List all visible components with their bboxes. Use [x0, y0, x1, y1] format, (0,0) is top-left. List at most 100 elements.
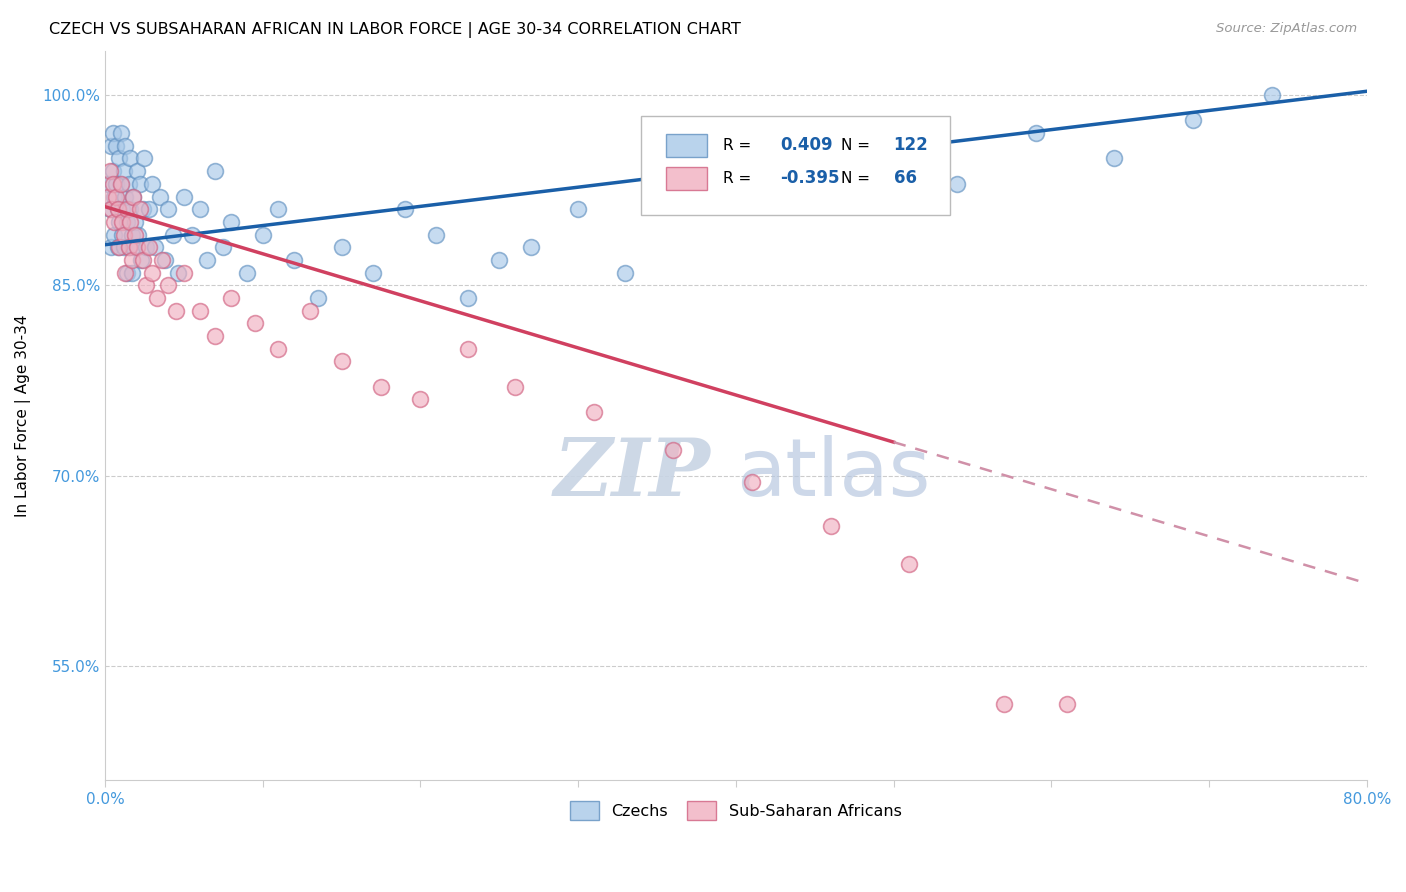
- Point: [98, 164, 121, 178]
- Point: [153, 252, 176, 267]
- Point: [180, 227, 202, 242]
- FancyBboxPatch shape: [666, 134, 707, 157]
- Point: [135, 278, 157, 293]
- Point: [503, 380, 526, 394]
- Point: [945, 177, 967, 191]
- Point: [122, 189, 145, 203]
- Point: [204, 164, 226, 178]
- Point: [173, 266, 195, 280]
- Point: [120, 202, 142, 217]
- Text: atlas: atlas: [735, 434, 931, 513]
- Point: [267, 202, 290, 217]
- Point: [520, 240, 543, 254]
- Point: [111, 227, 134, 242]
- Point: [188, 303, 211, 318]
- Point: [724, 189, 747, 203]
- Point: [662, 443, 685, 458]
- Point: [582, 405, 605, 419]
- Point: [120, 215, 142, 229]
- Point: [394, 202, 416, 217]
- Point: [149, 189, 172, 203]
- Point: [97, 189, 120, 203]
- Point: [188, 202, 211, 217]
- Point: [330, 240, 353, 254]
- Point: [219, 215, 242, 229]
- Point: [134, 152, 156, 166]
- Point: [1261, 88, 1284, 103]
- Point: [298, 303, 321, 318]
- Point: [165, 303, 187, 318]
- Text: R =: R =: [723, 138, 752, 153]
- Point: [117, 240, 139, 254]
- Text: 66: 66: [894, 169, 917, 187]
- Text: ZIP: ZIP: [554, 435, 710, 512]
- Point: [98, 202, 121, 217]
- Text: 122: 122: [894, 136, 928, 154]
- Point: [115, 215, 138, 229]
- Point: [111, 215, 134, 229]
- Point: [100, 202, 122, 217]
- FancyBboxPatch shape: [641, 116, 950, 215]
- Point: [173, 189, 195, 203]
- Point: [114, 189, 136, 203]
- Point: [107, 202, 129, 217]
- Point: [108, 240, 131, 254]
- Point: [741, 475, 763, 489]
- Point: [1104, 152, 1126, 166]
- Point: [488, 252, 510, 267]
- Point: [820, 519, 842, 533]
- Point: [1182, 113, 1205, 128]
- Point: [103, 189, 125, 203]
- Point: [197, 252, 219, 267]
- Point: [101, 164, 124, 178]
- Point: [122, 240, 145, 254]
- Point: [107, 202, 129, 217]
- Point: [121, 252, 143, 267]
- Point: [425, 227, 447, 242]
- Point: [124, 215, 146, 229]
- Text: 0.409: 0.409: [780, 136, 832, 154]
- Point: [157, 278, 180, 293]
- Point: [110, 177, 132, 191]
- Point: [101, 126, 124, 140]
- Point: [150, 252, 173, 267]
- Point: [120, 152, 142, 166]
- Point: [100, 138, 122, 153]
- Point: [307, 291, 329, 305]
- Point: [122, 189, 145, 203]
- Point: [409, 392, 432, 407]
- Point: [108, 215, 131, 229]
- Point: [112, 240, 135, 254]
- Point: [662, 152, 685, 166]
- Point: [162, 227, 184, 242]
- Point: [141, 177, 163, 191]
- Legend: Czechs, Sub-Saharan Africans: Czechs, Sub-Saharan Africans: [564, 795, 908, 827]
- Point: [145, 240, 167, 254]
- Point: [103, 215, 125, 229]
- Text: CZECH VS SUBSAHARAN AFRICAN IN LABOR FORCE | AGE 30-34 CORRELATION CHART: CZECH VS SUBSAHARAN AFRICAN IN LABOR FOR…: [49, 22, 741, 38]
- Point: [132, 252, 155, 267]
- Text: R =: R =: [723, 170, 752, 186]
- Point: [166, 266, 188, 280]
- Point: [105, 177, 128, 191]
- Point: [108, 152, 131, 166]
- Point: [212, 240, 235, 254]
- Point: [117, 240, 139, 254]
- Point: [110, 177, 132, 191]
- Point: [117, 177, 139, 191]
- Point: [125, 164, 148, 178]
- Point: [112, 164, 135, 178]
- Point: [370, 380, 392, 394]
- Point: [128, 202, 150, 217]
- Point: [110, 126, 132, 140]
- Text: N =: N =: [841, 170, 870, 186]
- Point: [243, 317, 266, 331]
- Point: [114, 266, 136, 280]
- Point: [138, 202, 160, 217]
- Point: [129, 252, 152, 267]
- Point: [105, 138, 128, 153]
- Point: [1056, 697, 1078, 711]
- Point: [236, 266, 259, 280]
- Point: [121, 227, 143, 242]
- Point: [204, 329, 226, 343]
